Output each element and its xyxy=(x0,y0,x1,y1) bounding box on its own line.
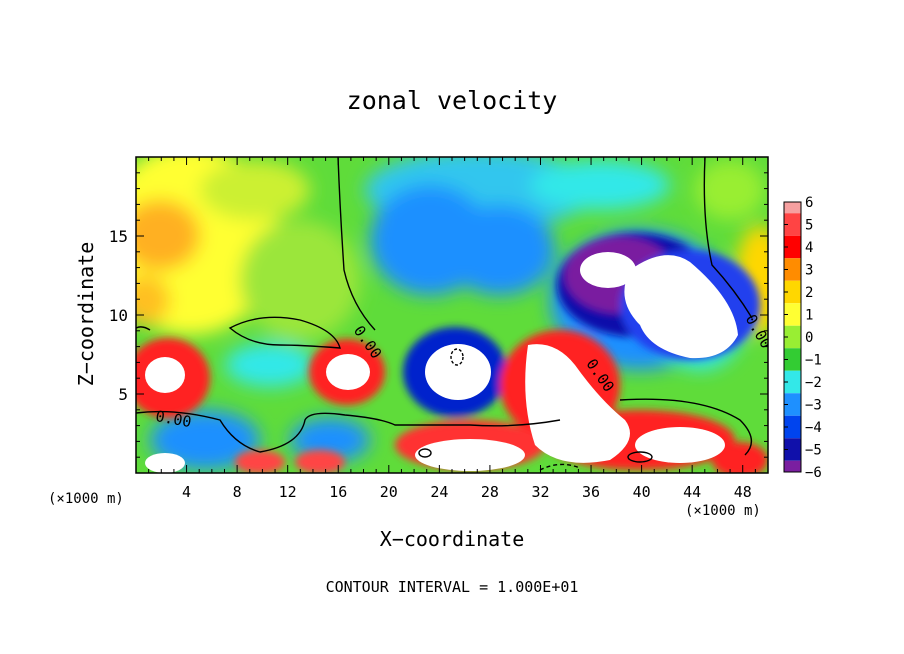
colorbar-swatch xyxy=(784,415,801,439)
colorbar-label: −1 xyxy=(805,353,822,369)
x-tick-label: 48 xyxy=(734,483,752,501)
contour-line xyxy=(539,463,581,471)
colorbar-swatch xyxy=(784,393,801,416)
contour-line xyxy=(337,157,376,331)
colorbar-label: 4 xyxy=(805,240,813,256)
contour-line xyxy=(627,451,653,463)
colorbar-label: 0 xyxy=(805,330,813,346)
x-unit-right: (×1000 m) xyxy=(685,503,761,519)
colorbar-swatch xyxy=(784,303,801,326)
contour-line xyxy=(619,398,753,456)
heatmap-field: 0.000.000.000.00 xyxy=(136,157,768,473)
x-tick-label: 44 xyxy=(683,483,701,501)
x-tick-label: 8 xyxy=(233,483,242,501)
x-tick-label: 20 xyxy=(380,483,398,501)
colorbar-label: 3 xyxy=(805,263,813,279)
colorbar-label: −3 xyxy=(805,398,822,414)
colorbar-swatch xyxy=(784,213,801,236)
colorbar-swatch xyxy=(784,370,801,394)
colorbar-swatch xyxy=(784,280,801,304)
colorbar-label: 1 xyxy=(805,308,813,324)
contour-line xyxy=(228,316,341,349)
colorbar-swatch xyxy=(784,202,801,214)
colorbar-swatch xyxy=(784,348,801,371)
x-tick-label: 40 xyxy=(633,483,651,501)
colorbar-swatch xyxy=(784,460,801,472)
colorbar-label: −6 xyxy=(805,465,822,481)
y-tick-label: 10 xyxy=(109,306,128,325)
x-tick-label: 12 xyxy=(279,483,297,501)
colorbar-label: −4 xyxy=(805,420,822,436)
contour-line xyxy=(136,326,151,331)
colorbar-label: −5 xyxy=(805,443,822,459)
contour-line xyxy=(450,348,464,366)
colorbar-label: −2 xyxy=(805,375,822,391)
contour-line xyxy=(418,448,432,458)
field-saturated-cores xyxy=(145,252,738,473)
x-unit-left: (×1000 m) xyxy=(48,491,124,507)
x-tick-label: 16 xyxy=(329,483,347,501)
x-tick-label: 28 xyxy=(481,483,499,501)
x-axis-label: X−coordinate xyxy=(379,527,525,551)
colorbar-label: 6 xyxy=(805,195,813,211)
chart-title: zonal velocity xyxy=(346,86,558,115)
x-tick-label: 4 xyxy=(182,483,191,501)
colorbar-label: 2 xyxy=(805,285,813,301)
colorbar: 6 5 4 3 2 1 0 −1 −2 −3 −4 −5 −6 xyxy=(783,195,822,481)
colorbar-swatch xyxy=(784,235,801,259)
colorbar-swatch xyxy=(784,325,801,349)
contour-line xyxy=(703,157,753,319)
zero-contours xyxy=(136,157,753,471)
x-tick-label: 24 xyxy=(430,483,448,501)
x-tick-label: 32 xyxy=(531,483,549,501)
colorbar-swatch xyxy=(784,258,801,281)
colorbar-label: 5 xyxy=(805,218,813,234)
contour-label: 0.00 xyxy=(154,407,193,431)
y-tick-label: 15 xyxy=(109,227,128,246)
colorbar-swatch xyxy=(784,438,801,461)
x-tick-label: 36 xyxy=(582,483,600,501)
y-tick-label: 5 xyxy=(118,385,128,404)
contour-line xyxy=(136,410,561,453)
contour-interval-note: CONTOUR INTERVAL = 1.000E+01 xyxy=(325,578,579,596)
